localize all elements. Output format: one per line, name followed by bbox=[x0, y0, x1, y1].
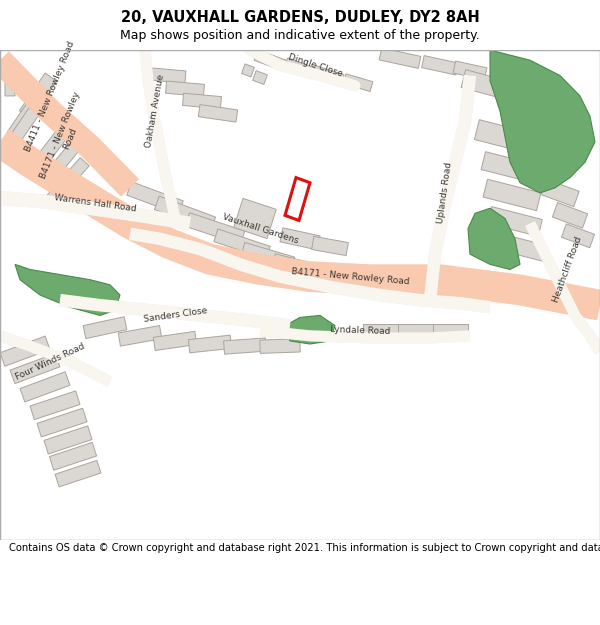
Text: Map shows position and indicative extent of the property.: Map shows position and indicative extent… bbox=[120, 29, 480, 42]
Polygon shape bbox=[118, 326, 162, 346]
Polygon shape bbox=[55, 461, 101, 487]
Polygon shape bbox=[398, 324, 433, 338]
Polygon shape bbox=[475, 120, 536, 154]
Polygon shape bbox=[468, 208, 520, 269]
Polygon shape bbox=[260, 339, 300, 353]
Polygon shape bbox=[362, 324, 398, 338]
Text: B4411 - New Rowley Road: B4411 - New Rowley Road bbox=[23, 39, 76, 152]
Polygon shape bbox=[312, 66, 344, 86]
Polygon shape bbox=[562, 224, 595, 248]
Polygon shape bbox=[488, 207, 542, 236]
Text: Warrens Hall Road: Warrens Hall Road bbox=[53, 193, 137, 213]
Polygon shape bbox=[327, 272, 377, 294]
Polygon shape bbox=[490, 50, 595, 193]
Polygon shape bbox=[188, 335, 232, 353]
Polygon shape bbox=[254, 50, 286, 71]
Polygon shape bbox=[494, 233, 546, 261]
Polygon shape bbox=[83, 317, 127, 339]
Polygon shape bbox=[38, 140, 82, 189]
Polygon shape bbox=[253, 71, 268, 84]
Polygon shape bbox=[214, 229, 270, 259]
Polygon shape bbox=[483, 179, 541, 211]
Text: Vauxhall Gardens: Vauxhall Gardens bbox=[221, 212, 299, 245]
Polygon shape bbox=[166, 81, 205, 97]
Text: Uplands Road: Uplands Road bbox=[436, 162, 454, 224]
Polygon shape bbox=[7, 86, 49, 140]
Polygon shape bbox=[20, 372, 70, 402]
Text: Sanders Close: Sanders Close bbox=[143, 306, 208, 324]
Polygon shape bbox=[301, 264, 351, 288]
Polygon shape bbox=[127, 182, 183, 214]
Polygon shape bbox=[453, 61, 487, 80]
Polygon shape bbox=[362, 278, 398, 296]
Polygon shape bbox=[185, 213, 245, 244]
Polygon shape bbox=[272, 254, 324, 279]
Text: B4171 - New Rowley Road: B4171 - New Rowley Road bbox=[290, 267, 409, 286]
Polygon shape bbox=[234, 198, 276, 239]
Polygon shape bbox=[150, 68, 186, 83]
Polygon shape bbox=[19, 73, 56, 119]
Polygon shape bbox=[422, 56, 458, 75]
Polygon shape bbox=[541, 179, 579, 207]
Text: Contains OS data © Crown copyright and database right 2021. This information is : Contains OS data © Crown copyright and d… bbox=[9, 543, 600, 553]
Polygon shape bbox=[15, 264, 120, 316]
Text: B4171 - New Rowley
Road: B4171 - New Rowley Road bbox=[38, 90, 91, 184]
Polygon shape bbox=[284, 58, 316, 79]
Polygon shape bbox=[5, 76, 25, 96]
Polygon shape bbox=[241, 242, 295, 270]
Text: Four Winds Road: Four Winds Road bbox=[14, 341, 86, 381]
Polygon shape bbox=[343, 74, 373, 91]
Polygon shape bbox=[285, 316, 335, 344]
Polygon shape bbox=[481, 152, 539, 183]
Polygon shape bbox=[49, 442, 97, 470]
Polygon shape bbox=[47, 158, 89, 204]
Polygon shape bbox=[199, 104, 238, 122]
Text: Heathcliff Road: Heathcliff Road bbox=[552, 235, 584, 304]
Polygon shape bbox=[280, 228, 320, 250]
Polygon shape bbox=[31, 122, 73, 172]
Polygon shape bbox=[461, 69, 519, 102]
Polygon shape bbox=[10, 353, 60, 384]
Text: Dingle Close: Dingle Close bbox=[287, 52, 343, 78]
Polygon shape bbox=[242, 64, 254, 77]
Polygon shape bbox=[1, 107, 39, 156]
Polygon shape bbox=[379, 48, 421, 68]
Polygon shape bbox=[0, 336, 50, 366]
Text: 20, VAUXHALL GARDENS, DUDLEY, DY2 8AH: 20, VAUXHALL GARDENS, DUDLEY, DY2 8AH bbox=[121, 10, 479, 25]
Text: Oakham Avenue: Oakham Avenue bbox=[144, 74, 166, 149]
Polygon shape bbox=[311, 236, 349, 256]
Polygon shape bbox=[392, 283, 428, 299]
Polygon shape bbox=[422, 288, 458, 302]
Polygon shape bbox=[153, 331, 197, 351]
Text: Lyndale Road: Lyndale Road bbox=[330, 325, 390, 336]
Polygon shape bbox=[30, 391, 80, 419]
Polygon shape bbox=[433, 324, 467, 338]
Polygon shape bbox=[182, 93, 221, 109]
Polygon shape bbox=[553, 202, 587, 228]
Polygon shape bbox=[37, 408, 87, 437]
Polygon shape bbox=[44, 426, 92, 454]
Polygon shape bbox=[224, 338, 266, 354]
Polygon shape bbox=[154, 196, 215, 231]
